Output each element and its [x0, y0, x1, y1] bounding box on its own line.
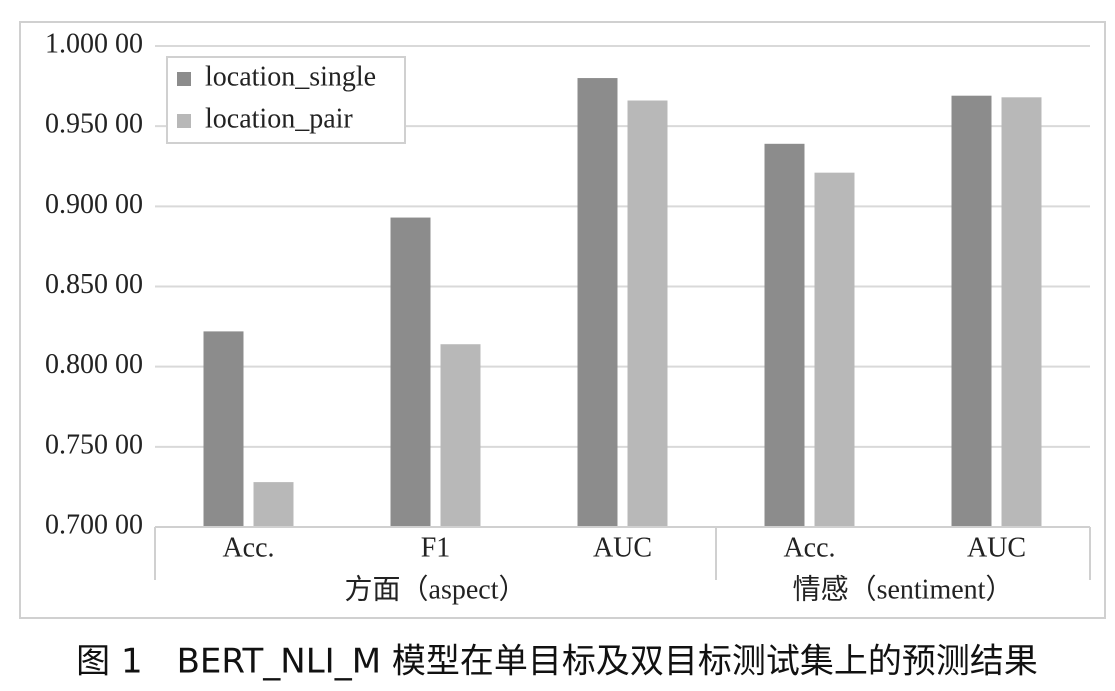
- y-tick-label: 0.850 00: [45, 269, 143, 300]
- legend-swatch: [177, 72, 191, 86]
- caption: 图 1 BERT_NLI_M 模型在单目标及双目标测试集上的预测结果: [76, 642, 1038, 682]
- y-tick-label: 1.000 00: [45, 28, 143, 59]
- bar: [577, 78, 618, 528]
- y-tick-label: 0.800 00: [45, 349, 143, 380]
- bar: [390, 217, 431, 527]
- bar: [627, 100, 668, 527]
- legend-box: [166, 56, 406, 144]
- bar: [440, 344, 481, 527]
- y-tick-label: 0.700 00: [45, 509, 143, 540]
- bar: [253, 482, 294, 527]
- x-tick-label: F1: [421, 532, 451, 563]
- x-tick-label: Acc.: [222, 532, 274, 563]
- bar: [814, 172, 855, 527]
- x-tick-label: Acc.: [783, 532, 835, 563]
- y-tick-label: 0.900 00: [45, 189, 143, 220]
- legend-label: location_pair: [205, 103, 353, 134]
- bar: [951, 95, 992, 527]
- legend-swatch: [177, 114, 191, 128]
- bar: [764, 143, 805, 527]
- group-label: 情感（sentiment）: [793, 573, 1014, 605]
- y-tick-label: 0.950 00: [45, 109, 143, 140]
- x-tick-label: AUC: [593, 532, 652, 563]
- legend-label: location_single: [205, 61, 376, 92]
- x-tick-label: AUC: [967, 532, 1026, 563]
- bar: [1001, 97, 1042, 527]
- group-label: 方面（aspect）: [345, 573, 527, 605]
- y-tick-label: 0.750 00: [45, 429, 143, 460]
- bar: [203, 331, 244, 527]
